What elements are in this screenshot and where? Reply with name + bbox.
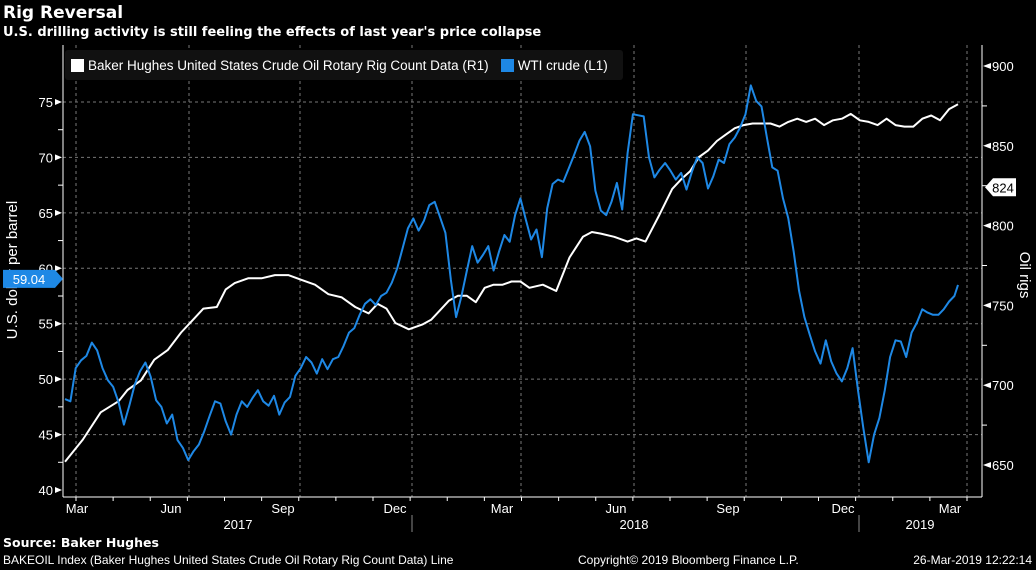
- left-tick-label: 55: [39, 317, 53, 332]
- left-tick-label: 45: [39, 428, 53, 443]
- legend-swatch-white: [71, 58, 84, 72]
- right-tick-marker: [983, 382, 991, 389]
- right-tick-label: 800: [992, 219, 1014, 234]
- left-tick-marker: [55, 209, 62, 216]
- x-year-label: 2017: [224, 517, 253, 532]
- left-tick-label: 65: [39, 206, 53, 221]
- legend-swatch-blue: [500, 58, 514, 72]
- right-tick-label: 850: [992, 139, 1014, 154]
- left-tick-marker: [55, 99, 62, 105]
- wti-last-value-label: 59.04: [13, 272, 46, 287]
- right-tick-marker: [983, 462, 991, 468]
- left-tick-label: 40: [39, 483, 53, 498]
- legend-label: WTI crude (L1): [517, 57, 608, 73]
- right-tick-marker: [983, 302, 991, 309]
- left-tick-marker: [55, 431, 62, 438]
- left-tick-label: 50: [39, 372, 53, 387]
- gridlines: [63, 45, 982, 497]
- x-tick-label: Mar: [491, 501, 514, 516]
- left-tick-label: 70: [39, 150, 53, 165]
- source-note: Source: Baker Hughes: [3, 535, 159, 550]
- left-tick-label: 75: [39, 95, 53, 110]
- right-tick-label: 900: [992, 59, 1014, 74]
- left-tick-marker: [55, 487, 62, 493]
- left-tick-marker: [55, 154, 62, 161]
- right-tick-marker: [983, 222, 991, 229]
- axes: [55, 45, 991, 532]
- right-tick-label: 650: [992, 458, 1014, 473]
- x-tick-label: Jun: [161, 501, 182, 516]
- rig-count-line: [64, 103, 959, 463]
- right-axis-title: Oil rigs: [1016, 252, 1033, 299]
- left-tick-marker: [55, 265, 62, 272]
- x-tick-label: Mar: [939, 501, 962, 516]
- legend: Baker Hughes United States Crude Oil Rot…: [65, 50, 623, 80]
- x-tick-label: Sep: [271, 501, 294, 516]
- x-year-label: 2019: [906, 517, 935, 532]
- left-tick-marker: [55, 320, 62, 327]
- rig-last-value-badge: [985, 178, 1016, 197]
- wti-last-value-badge: [3, 269, 63, 288]
- x-tick-label: Sep: [716, 501, 739, 516]
- wti-crude-line: [64, 84, 959, 464]
- left-tick-marker: [55, 376, 62, 383]
- right-tick-marker: [983, 142, 991, 149]
- rig-last-value-label: 824: [992, 180, 1014, 195]
- x-tick-label: Dec: [383, 501, 407, 516]
- chart-title: Rig Reversal: [3, 3, 124, 23]
- legend-label: Baker Hughes United States Crude Oil Rot…: [88, 57, 489, 73]
- x-tick-label: Dec: [831, 501, 855, 516]
- right-tick-label: 700: [992, 378, 1014, 393]
- x-tick-label: Jun: [606, 501, 627, 516]
- right-tick-marker: [983, 63, 991, 69]
- legend-item-wti[interactable]: WTI crude (L1): [500, 57, 608, 73]
- x-year-label: 2018: [620, 517, 649, 532]
- right-tick-label: 750: [992, 298, 1014, 313]
- index-description: BAKEOIL Index (Baker Hughes United State…: [3, 553, 454, 567]
- x-tick-label: Mar: [66, 501, 89, 516]
- chart-subtitle: U.S. drilling activity is still feeling …: [3, 25, 542, 40]
- axis-labels: 4045505560657075650700750800850900U.S. d…: [3, 59, 1033, 532]
- legend-item-rig-count[interactable]: Baker Hughes United States Crude Oil Rot…: [71, 58, 489, 73]
- copyright: Copyright© 2019 Bloomberg Finance L.P.: [578, 553, 799, 567]
- series-lines: [64, 84, 959, 464]
- timestamp: 26-Mar-2019 12:22:14: [913, 553, 1032, 567]
